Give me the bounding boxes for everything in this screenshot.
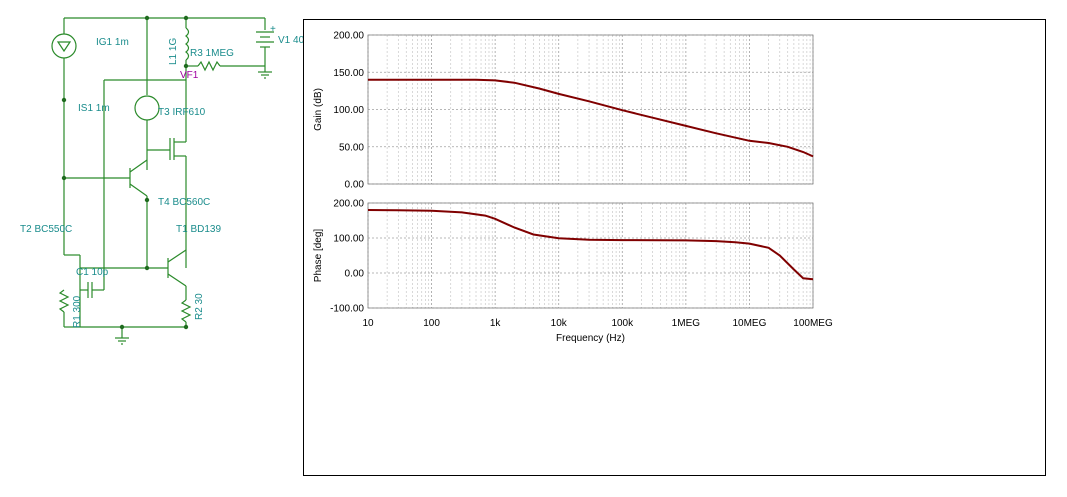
label-v1: V1 40 — [278, 35, 303, 46]
junction-dots — [61, 15, 189, 330]
label-r2: R2 30 — [194, 293, 205, 320]
y-tick-label: 150.00 — [333, 68, 364, 79]
label-l1: L1 1G — [168, 38, 179, 65]
label-t4: T4 BC560C — [158, 197, 210, 208]
y-tick-label: 100.00 — [333, 234, 364, 245]
x-tick-label: 10 — [362, 318, 374, 329]
y-tick-label: -100.00 — [330, 304, 364, 315]
label-t2: T2 BC550C — [20, 224, 72, 235]
x-tick-label: 100MEG — [793, 318, 833, 329]
series-line — [368, 78, 814, 158]
x-tick-label: 100 — [423, 318, 440, 329]
y-tick-label: 100.00 — [333, 105, 364, 116]
circuit-schematic: IG1 1m L1 1G R3 1MEG V1 40 + VF1 IS1 1m … — [20, 15, 303, 345]
x-tick-label: 10k — [551, 318, 568, 329]
x-axis-label: Frequency (Hz) — [556, 333, 625, 344]
y-axis-label: Phase [deg] — [313, 229, 324, 283]
y-axis-label: Gain (dB) — [313, 88, 324, 131]
label-v1-plus: + — [270, 24, 276, 35]
x-tick-label: 100k — [611, 318, 634, 329]
label-t3: T3 IRF610 — [158, 107, 206, 118]
x-tick-label: 1MEG — [672, 318, 701, 329]
plot-area-frame — [367, 202, 814, 309]
label-ig1: IG1 1m — [96, 37, 129, 48]
label-vf1: VF1 — [180, 70, 199, 81]
plot-area-frame — [367, 34, 814, 185]
label-r3: R3 1MEG — [190, 48, 234, 59]
x-tick-label: 1k — [490, 318, 502, 329]
y-tick-label: 200.00 — [333, 31, 364, 42]
label-is1: IS1 1m — [78, 103, 110, 114]
label-r1: R1 300 — [72, 295, 83, 328]
y-tick-label: 0.00 — [345, 180, 365, 191]
y-tick-label: 50.00 — [339, 142, 364, 153]
bode-plot-panel: 0.00 50.00 100.00 150.00 200.00 Gain (dB) -100… — [303, 19, 1046, 476]
x-tick-label: 10MEG — [732, 318, 766, 329]
plot-phase: -100.00 0.00 100.00 200.00 Phase [deg] 10 100 1… — [313, 199, 833, 345]
plot-gain: 0.00 50.00 100.00 150.00 200.00 Gain (dB) — [313, 31, 814, 191]
series-line — [367, 209, 814, 281]
current-source-arrow-icon — [56, 41, 72, 53]
label-t1: T1 BD139 — [176, 224, 221, 235]
y-tick-label: 200.00 — [333, 199, 364, 210]
y-tick-label: 0.00 — [345, 269, 365, 280]
label-c1: C1 10p — [76, 267, 109, 278]
